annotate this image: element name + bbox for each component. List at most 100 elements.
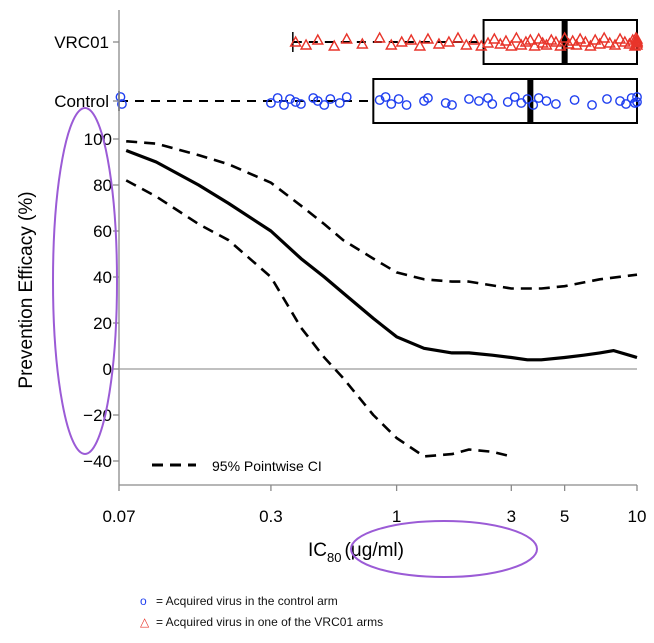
control-point bbox=[587, 100, 597, 110]
vrc01-point bbox=[494, 37, 507, 49]
control-point bbox=[632, 97, 642, 107]
control-point bbox=[296, 99, 306, 109]
vrc01-point bbox=[573, 32, 587, 44]
x-axis-label-main: IC bbox=[308, 540, 327, 561]
vrc01-point bbox=[584, 39, 597, 51]
circle-marker-icon: o bbox=[140, 594, 147, 608]
y-tick-label: 80 bbox=[93, 176, 112, 195]
vrc01-point bbox=[630, 36, 644, 48]
vrc01-point bbox=[488, 32, 501, 44]
control-point bbox=[341, 92, 352, 102]
control-point bbox=[509, 92, 520, 102]
control-point bbox=[285, 94, 295, 104]
control-point bbox=[440, 98, 451, 108]
vrc01-point bbox=[515, 38, 528, 50]
vrc01-point bbox=[589, 33, 602, 45]
vrc01-point bbox=[289, 35, 302, 47]
control-point bbox=[423, 93, 433, 103]
control-point bbox=[115, 92, 126, 102]
vrc01-point bbox=[528, 39, 541, 51]
control-point bbox=[386, 99, 397, 109]
control-point bbox=[528, 100, 539, 110]
vrc01-point bbox=[593, 37, 606, 49]
y-tick-label: −20 bbox=[83, 406, 112, 425]
vrc01-point bbox=[413, 39, 427, 51]
y-tick-label: 60 bbox=[93, 222, 112, 241]
x-axis-label-subscript: 80 bbox=[327, 550, 341, 565]
control-point bbox=[483, 93, 493, 103]
vrc01-point bbox=[630, 34, 644, 46]
tick-labels: −40 −20 0 20 40 60 80 100 0.07 0.3 1 3 5 10 VRC01 Contr… bbox=[54, 33, 646, 526]
control-point bbox=[632, 92, 642, 102]
vrc01-point bbox=[356, 37, 369, 49]
vrc01-point bbox=[566, 34, 579, 46]
marker-legend-vrc01: △ = Acquired virus in one of the VRC01 ar… bbox=[140, 615, 383, 629]
vrc01-point bbox=[505, 39, 518, 51]
marker-legend-control: o = Acquired virus in the control arm bbox=[140, 594, 338, 608]
control-point bbox=[380, 92, 391, 102]
vrc01-point bbox=[373, 31, 386, 43]
x-axis-label-unit: (μg/ml) bbox=[344, 540, 404, 561]
y-tick-label: −40 bbox=[83, 452, 112, 471]
vrc01-point bbox=[311, 33, 324, 45]
vrc01-point bbox=[421, 32, 435, 44]
vrc01-point bbox=[328, 39, 341, 51]
control-point bbox=[487, 99, 498, 109]
vrc01-point bbox=[451, 31, 465, 43]
strip-label: Control bbox=[54, 92, 109, 111]
vrc01-point bbox=[613, 32, 627, 44]
marker-legend-vrc01-text: = Acquired virus in one of the VRC01 arm… bbox=[156, 615, 384, 629]
x-tick-label: 0.3 bbox=[259, 507, 283, 526]
vrc01-point bbox=[524, 33, 537, 45]
annotation-ellipse-y-axis bbox=[52, 107, 118, 455]
x-tick-label: 3 bbox=[507, 507, 516, 526]
vrc01-point bbox=[499, 34, 513, 46]
vrc01-point bbox=[549, 35, 563, 47]
vrc01-point bbox=[385, 38, 398, 50]
vrc01-point bbox=[510, 31, 523, 43]
vrc01-point bbox=[442, 35, 456, 47]
control-point bbox=[266, 98, 276, 108]
control-point bbox=[551, 99, 561, 109]
vrc01-point bbox=[467, 33, 481, 45]
triangle-marker-icon: △ bbox=[140, 615, 150, 629]
strip-plots bbox=[115, 19, 644, 124]
x-tick-label: 5 bbox=[560, 507, 569, 526]
y-tick-label: 0 bbox=[103, 360, 112, 379]
vrc01-point bbox=[340, 32, 353, 44]
y-tick-label: 20 bbox=[93, 314, 112, 333]
control-point bbox=[319, 100, 330, 110]
ci-legend-label: 95% Pointwise CI bbox=[212, 458, 322, 474]
control-point bbox=[325, 94, 336, 104]
control-point bbox=[602, 94, 612, 104]
vrc01-point bbox=[630, 32, 644, 44]
vrc01-point bbox=[558, 31, 571, 43]
annotation-ellipses bbox=[52, 107, 538, 578]
vrc01-point bbox=[519, 35, 533, 47]
control-point bbox=[279, 100, 289, 110]
vrc01-point bbox=[579, 35, 592, 47]
vrc01-point bbox=[554, 39, 567, 51]
control-point bbox=[474, 96, 484, 106]
control-point bbox=[117, 99, 127, 109]
vrc01-point bbox=[405, 33, 418, 45]
x-axis-label: IC80 (μg/ml) bbox=[308, 540, 404, 565]
ci-legend: 95% Pointwise CI bbox=[152, 458, 322, 474]
marker-legend-control-text: = Acquired virus in the control arm bbox=[156, 594, 338, 608]
control-point bbox=[615, 96, 625, 106]
efficacy-curves bbox=[125, 140, 638, 458]
control-point bbox=[464, 94, 474, 104]
control-point bbox=[334, 98, 345, 108]
vrc01-point bbox=[532, 32, 545, 44]
x-tick-label: 1 bbox=[392, 507, 401, 526]
control-point bbox=[541, 96, 552, 106]
vrc01-point bbox=[597, 31, 611, 43]
vrc01-point bbox=[603, 36, 616, 48]
y-tick-label: 40 bbox=[93, 268, 112, 287]
control-point bbox=[447, 100, 457, 110]
vrc01-point bbox=[562, 37, 575, 49]
efficacy-estimate-line bbox=[125, 149, 638, 362]
control-point bbox=[374, 95, 385, 105]
strip-label: VRC01 bbox=[54, 33, 109, 52]
